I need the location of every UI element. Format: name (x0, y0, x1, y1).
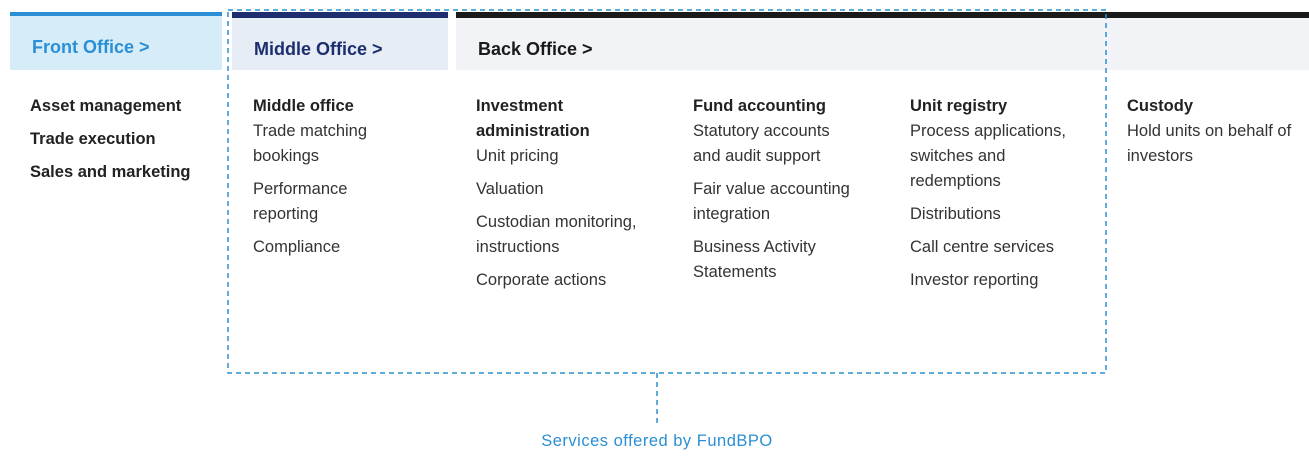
service-item: Trade execution (30, 130, 156, 148)
column: Fund accounting Statutory accounts and au… (693, 94, 853, 293)
service-item: Corporate actions (476, 271, 607, 289)
service-item: Distributions (910, 205, 1001, 223)
service-item: Investor reporting (910, 271, 1039, 289)
column: Asset management Trade execution Sales and… (30, 94, 205, 193)
service-item: Sales and marketing (30, 163, 191, 181)
service-item: Statutory accounts and audit support (693, 122, 830, 165)
service-item: Hold units on behalf of investors (1127, 122, 1292, 165)
service-item: Unit pricing (476, 147, 559, 165)
service-item: Business Activity Statements (693, 238, 816, 281)
column-heading: Fund accounting (693, 97, 826, 115)
service-item: Fair value accounting integration (693, 180, 850, 223)
service-item: Compliance (253, 238, 341, 256)
column: Unit registry Process applications, switc… (910, 94, 1085, 301)
service-item: Valuation (476, 180, 544, 198)
service-item: Call centre services (910, 238, 1054, 256)
column-heading: Unit registry (910, 97, 1008, 115)
service-item: Custodian monitoring, instructions (476, 213, 637, 256)
column: Investment administration Unit pricing Val… (476, 94, 646, 301)
caption: Services offered by FundBPO (541, 432, 773, 450)
service-item: Performance reporting (253, 180, 348, 223)
column-heading: Custody (1127, 97, 1193, 115)
column: Middle office Trade matching bookings Perf… (253, 94, 413, 268)
tab: Front Office > (10, 12, 222, 70)
tab: Middle Office > (232, 12, 448, 70)
column-heading: Investment administration (476, 97, 590, 140)
service-item: Process applications, switches and redem… (910, 122, 1066, 190)
tab: Back Office > (456, 12, 1309, 70)
column: Custody Hold units on behalf of investors (1127, 94, 1307, 177)
column-heading: Middle office (253, 97, 354, 115)
service-item: Asset management (30, 97, 182, 115)
service-item: Trade matching bookings (253, 122, 368, 165)
